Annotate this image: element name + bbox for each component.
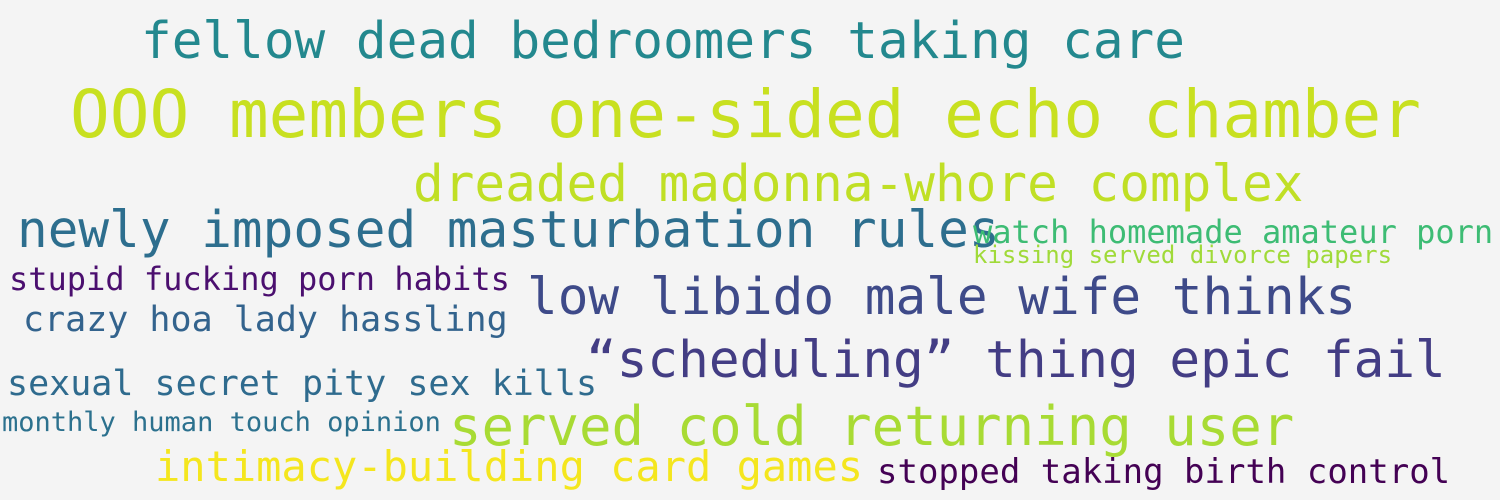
- phrase-dreaded-madonna-whore-complex: dreaded madonna-whore complex: [413, 155, 1304, 214]
- phrase-crazy-hoa-lady-hassling: crazy hoa lady hassling: [23, 300, 508, 340]
- phrase-stupid-porn-habits: stupid fucking porn habits: [9, 260, 510, 298]
- phrase-fellow-dead-bedroomers: fellow dead bedroomers taking care: [141, 12, 1185, 71]
- phrase-sexual-secret-pity-sex-kills: sexual secret pity sex kills: [7, 364, 598, 404]
- phrase-intimacy-building-card-games: intimacy-building card games: [155, 442, 864, 491]
- phrase-monthly-human-touch-opinion: monthly human touch opinion: [2, 407, 441, 438]
- phrase-low-libido-male-wife-thinks: low libido male wife thinks: [527, 268, 1357, 327]
- phrase-newly-imposed-masturbation-rules: newly imposed masturbation rules: [17, 201, 1000, 260]
- phrase-watch-homemade-amateur-porn: watch homemade amateur porn: [973, 213, 1494, 251]
- phrase-stopped-taking-birth-control: stopped taking birth control: [877, 452, 1451, 492]
- phrase-scheduling-thing-epic-fail: “scheduling” thing epic fail: [586, 331, 1446, 390]
- phrase-served-cold-returning-user: served cold returning user: [449, 395, 1295, 458]
- phrase-kissing-served-divorce-papers: kissing served divorce papers: [973, 241, 1393, 269]
- phrase-ooo-members-echo-chamber: OOO members one-sided echo chamber: [70, 76, 1422, 153]
